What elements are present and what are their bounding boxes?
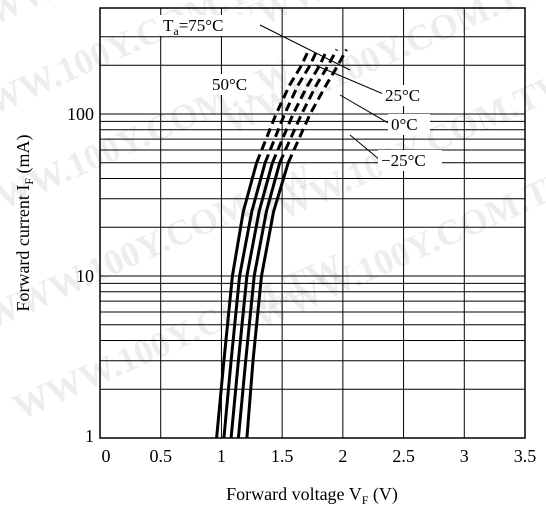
x-tick-label: 0.5 bbox=[149, 446, 172, 466]
y-tick-label: 10 bbox=[76, 266, 94, 286]
series-line-dashed bbox=[278, 48, 339, 164]
label-background bbox=[209, 74, 259, 95]
label-background bbox=[378, 150, 442, 171]
x-tick-label: 3.5 bbox=[514, 446, 537, 466]
grid-lines bbox=[100, 8, 525, 439]
plot-frame bbox=[99, 7, 526, 439]
curve-layer bbox=[215, 48, 348, 439]
x-axis-title: Forward voltage VF (V) bbox=[226, 484, 398, 506]
y-axis-title: Forward current IF (mA) bbox=[13, 134, 36, 311]
series-line-solid bbox=[222, 162, 267, 439]
series-line-dashed bbox=[263, 48, 319, 164]
label-background bbox=[160, 15, 260, 36]
curve-label: 25°C bbox=[385, 86, 420, 105]
x-tick-label: 3 bbox=[460, 446, 469, 466]
curve-label: −25°C bbox=[381, 151, 426, 170]
series-line-dashed bbox=[271, 48, 329, 164]
x-tick-label: 1.5 bbox=[271, 446, 294, 466]
series-line-solid bbox=[229, 162, 274, 439]
y-tick-label: 100 bbox=[67, 104, 94, 124]
x-tick-label: 2 bbox=[338, 446, 347, 466]
label-leader bbox=[257, 23, 351, 71]
label-leader bbox=[339, 94, 391, 125]
curve-label: 0°C bbox=[391, 115, 418, 134]
label-leader bbox=[314, 64, 389, 97]
x-tick-label: 1 bbox=[217, 446, 226, 466]
label-background bbox=[388, 114, 430, 135]
label-background bbox=[382, 85, 434, 106]
curve-labels: Ta=75°C 50°C 25°C 0°C −25°C bbox=[160, 15, 442, 171]
curve-label: 50°C bbox=[212, 75, 247, 94]
curve-label: Ta=75°C bbox=[163, 16, 223, 38]
y-tick-label: 1 bbox=[85, 426, 94, 446]
label-leader bbox=[349, 134, 381, 161]
series-line-solid bbox=[236, 162, 282, 439]
series-line-solid bbox=[215, 162, 259, 439]
series-line-dashed bbox=[255, 48, 311, 164]
x-tick-label: 0 bbox=[102, 446, 111, 466]
series-line-dashed bbox=[286, 48, 348, 164]
x-tick-label: 2.5 bbox=[392, 446, 415, 466]
tick-labels: 0 0.5 1 1.5 2 2.5 3 3.5 1 10 100 bbox=[67, 104, 536, 466]
series-line-solid bbox=[245, 162, 290, 439]
